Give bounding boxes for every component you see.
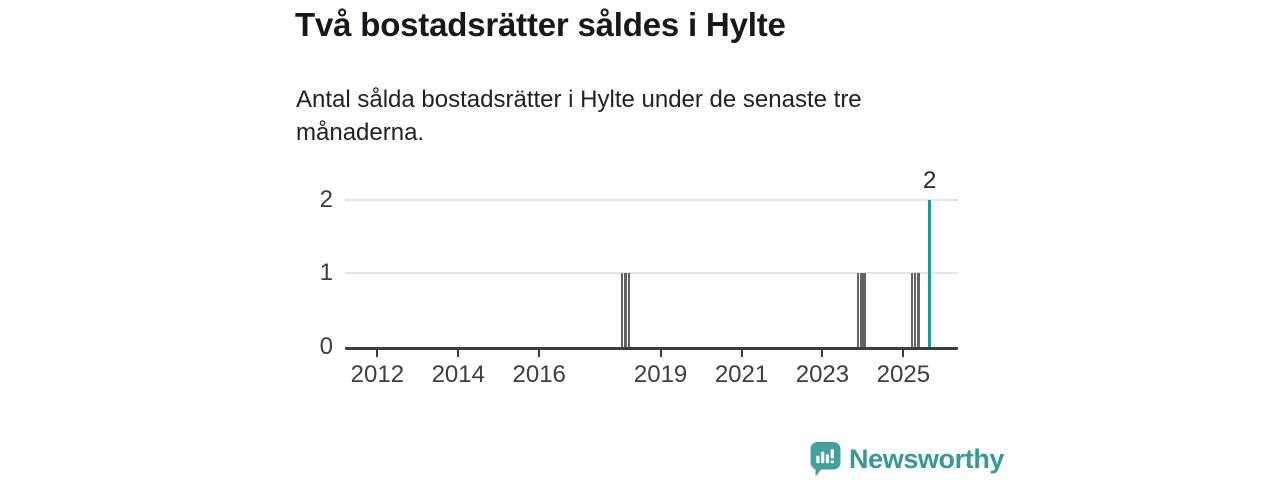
x-axis-line bbox=[345, 346, 958, 350]
bar-previous_months bbox=[913, 273, 917, 347]
bar-previous_months bbox=[863, 273, 866, 347]
x-axis-label: 2012 bbox=[350, 360, 405, 388]
x-axis-label: 2025 bbox=[876, 360, 931, 388]
x-axis-tick bbox=[376, 349, 379, 357]
x-axis-tick bbox=[659, 349, 662, 357]
x-axis-tick bbox=[538, 349, 541, 357]
x-axis-tick bbox=[457, 349, 460, 357]
newsworthy-brand-text: Newsworthy bbox=[849, 444, 1005, 474]
x-axis-tick bbox=[821, 349, 824, 357]
bar-previous_months bbox=[859, 273, 863, 347]
x-axis-tick bbox=[740, 349, 743, 357]
bar-previous_months bbox=[627, 273, 631, 347]
bar-previous_months bbox=[620, 273, 624, 347]
y-axis-label: 2 bbox=[319, 185, 333, 213]
chart-subtitle: Antal sålda bostadsrätter i Hylte under … bbox=[296, 86, 862, 147]
x-axis-label: 2021 bbox=[714, 360, 769, 388]
bar-latest bbox=[927, 199, 932, 347]
newsworthy-icon bbox=[810, 442, 841, 477]
gridline-y-1 bbox=[345, 272, 958, 274]
chart: 0 1 2 2 2012 2014 2016 2019 2021 2023 2025 bbox=[295, 160, 995, 390]
x-axis-label: 2014 bbox=[431, 360, 485, 388]
y-axis-label: 0 bbox=[319, 332, 333, 360]
y-axis-label: 1 bbox=[319, 259, 333, 286]
x-axis-tick bbox=[902, 349, 905, 357]
x-axis-label: 2023 bbox=[795, 360, 850, 388]
bar-previous_months bbox=[856, 273, 860, 347]
x-axis-label: 2019 bbox=[633, 360, 688, 388]
bar-previous_months bbox=[910, 273, 914, 347]
gridline-y-2 bbox=[345, 198, 958, 201]
bar-value-label: 2 bbox=[922, 166, 937, 194]
newsworthy-logo-link[interactable]: Newsworthy bbox=[810, 442, 1004, 477]
bar-previous_months bbox=[917, 273, 920, 347]
x-axis-label: 2016 bbox=[512, 360, 566, 388]
page-title: Två bostadsrätter såldes i Hylte bbox=[295, 6, 786, 43]
bar-previous_months bbox=[624, 273, 627, 347]
